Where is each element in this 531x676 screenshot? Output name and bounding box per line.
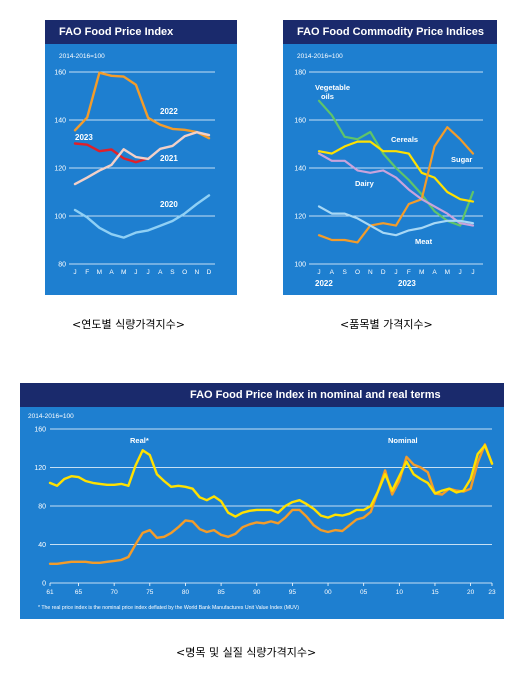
y-tick-label: 160 (54, 70, 66, 77)
x-tick-label: 75 (146, 589, 154, 596)
x-tick-label: 95 (289, 589, 297, 596)
x-tick-label: 61 (46, 589, 54, 596)
x-tick-label: D (381, 269, 386, 276)
x-tick-label: J (317, 269, 320, 276)
series-line-2021 (73, 131, 211, 186)
x-tick-label: 65 (75, 589, 83, 596)
unit-label: 2014-2016=100 (28, 413, 74, 420)
y-tick-label: 120 (54, 166, 66, 173)
series-label: 2021 (160, 154, 178, 163)
series-label: Meat (415, 237, 433, 246)
y-tick-label: 160 (294, 118, 306, 125)
series-line-2020 (73, 194, 211, 239)
chart-svg-nominal-real: 2014-2016=100 0 40 80 120 160 61 65 70 75 80 85 90 95… (28, 413, 496, 611)
x-tick-label: O (182, 269, 187, 276)
x-tick-label: O (355, 269, 360, 276)
y-tick-label: 120 (34, 465, 46, 472)
x-tick-label: S (170, 269, 175, 276)
x-tick-label: A (432, 269, 437, 276)
caption-commodity: <품목별 가격지수> (340, 318, 433, 331)
series-label: Vegetable (315, 83, 350, 92)
y-tick-label: 160 (34, 427, 46, 434)
series-line-2022 (73, 71, 211, 140)
series-line-2023 (73, 142, 150, 164)
x-tick-label: N (194, 269, 199, 276)
y-tick-label: 120 (294, 214, 306, 221)
y-tick-label: 140 (54, 118, 66, 125)
x-tick-label: D (207, 269, 212, 276)
x-tick-label: F (85, 269, 89, 276)
x-tick-label: 70 (111, 589, 119, 596)
y-tick-label: 80 (58, 262, 66, 269)
series-line-Sugar (317, 126, 475, 244)
series-line-Nominal (48, 443, 494, 565)
y-tick-label: 100 (54, 214, 66, 221)
x-tick-label: 23 (488, 589, 496, 596)
chart-title: FAO Food Price Index in nominal and real… (20, 383, 504, 407)
footnote: * The real price index is the nominal pr… (38, 605, 299, 611)
unit-label: 2014-2016=100 (59, 53, 105, 60)
x-tick-label: 85 (217, 589, 225, 596)
x-tick-label: N (368, 269, 373, 276)
series-line-Cereals (317, 140, 475, 203)
x-tick-label: M (97, 269, 102, 276)
x-tick-label: 90 (253, 589, 261, 596)
x-tick-label: A (158, 269, 163, 276)
x-tick-label: 00 (324, 589, 332, 596)
x-tick-label: J (134, 269, 137, 276)
y-tick-label: 80 (38, 504, 46, 511)
x-tick-label: 05 (360, 589, 368, 596)
x-tick-label: 15 (431, 589, 439, 596)
x-tick-label: J (73, 269, 76, 276)
x-tick-label: M (121, 269, 126, 276)
series-label: 2023 (75, 133, 93, 142)
y-tick-label: 180 (294, 70, 306, 77)
series-line-Dairy (317, 152, 475, 227)
y-tick-label: 100 (294, 262, 306, 269)
chart-title: FAO Food Commodity Price Indices (283, 20, 497, 44)
y-tick-label: 0 (42, 581, 46, 588)
caption-nominal-real: <명목 및 실질 식량가격지수> (176, 646, 317, 659)
unit-label: 2014-2016=100 (297, 53, 343, 60)
series-label: 2020 (160, 200, 178, 209)
chart-panel-nominal-real: FAO Food Price Index in nominal and real… (20, 383, 504, 619)
x-tick-label: M (419, 269, 424, 276)
x-tick-label: J (471, 269, 474, 276)
y-tick-label: 40 (38, 542, 46, 549)
series-label: Sugar (451, 155, 472, 164)
x-tick-label: F (407, 269, 411, 276)
x-tick-label: A (330, 269, 335, 276)
series-label: Dairy (355, 179, 375, 188)
series-label: oils (321, 92, 334, 101)
x-tick-label: 10 (396, 589, 404, 596)
x-tick-label: S (342, 269, 347, 276)
series-label: 2022 (160, 107, 178, 116)
series-line-Real* (48, 444, 494, 519)
caption-yearly: <연도별 식량가격지수> (72, 318, 186, 331)
x-tick-label: M (445, 269, 450, 276)
chart-panel-yearly: FAO Food Price Index 2014-2016=100 80 100 1… (45, 20, 237, 295)
series-line-Vegetable oils (317, 99, 475, 227)
series-line-Meat (317, 205, 475, 237)
series-label: Real* (130, 436, 149, 445)
series-label: Cereals (391, 135, 418, 144)
y-tick-label: 140 (294, 166, 306, 173)
x-tick-label: J (459, 269, 462, 276)
x-tick-label: J (394, 269, 397, 276)
x-tick-label: J (146, 269, 149, 276)
x-tick-label: 80 (182, 589, 190, 596)
x-tick-label: A (109, 269, 114, 276)
x-tick-label: 20 (467, 589, 475, 596)
chart-title: FAO Food Price Index (45, 20, 237, 44)
series-label: Nominal (388, 436, 418, 445)
chart-panel-commodity: FAO Food Commodity Price Indices 2014-20… (283, 20, 497, 295)
year-label: 2023 (398, 279, 416, 288)
year-label: 2022 (315, 279, 333, 288)
